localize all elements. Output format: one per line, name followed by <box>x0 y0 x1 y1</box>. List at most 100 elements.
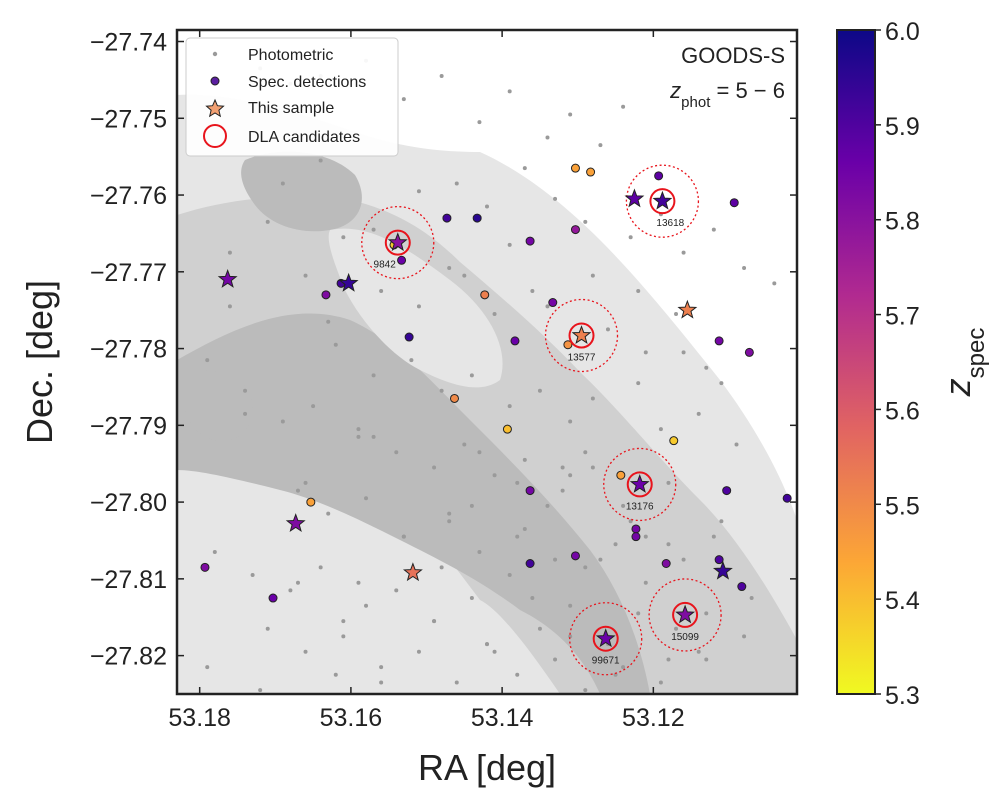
photometric-point <box>379 680 384 685</box>
photometric-point <box>742 634 747 639</box>
sample-star <box>652 190 673 210</box>
photometric-point <box>447 519 452 524</box>
photometric-point <box>636 288 641 293</box>
photometric-point <box>454 181 459 186</box>
field-label: GOODS-S <box>681 43 785 68</box>
photometric-point <box>227 250 232 255</box>
photometric-point <box>265 219 270 224</box>
sample-star <box>624 188 645 208</box>
photometric-point <box>265 626 270 631</box>
photometric-point <box>734 442 739 447</box>
contour-level-3b <box>241 151 362 232</box>
photometric-point <box>243 411 248 416</box>
spec-detection-point <box>714 336 724 346</box>
photometric-point <box>530 288 535 293</box>
photometric-point <box>212 549 217 554</box>
photometric-point <box>333 672 338 677</box>
dla-label: 13176 <box>626 501 654 512</box>
photometric-point <box>356 434 361 439</box>
photometric-point <box>522 526 527 531</box>
colorbar-title-subscript: spec <box>963 328 990 379</box>
photometric-point <box>553 557 558 562</box>
sample-star <box>677 299 698 319</box>
photometric-point <box>598 557 603 562</box>
dla-outer-rings <box>361 164 722 676</box>
spec-detection-point <box>397 255 407 265</box>
photometric-point <box>711 534 716 539</box>
photometric-point <box>772 281 777 286</box>
photometric-point <box>439 74 444 79</box>
photometric-point <box>333 342 338 347</box>
photometric-point <box>568 112 573 117</box>
photometric-point <box>432 619 437 624</box>
spec-detection-point <box>631 524 641 534</box>
colorbar-tick-label: 5.8 <box>885 208 920 236</box>
photometric-point <box>553 196 558 201</box>
colorbar-tick-label: 5.3 <box>885 682 920 710</box>
photometric-point <box>704 365 709 370</box>
photometric-point <box>522 457 527 462</box>
sample-star <box>571 325 592 344</box>
spec-detection-point <box>616 470 626 480</box>
dla-inner-ring <box>592 625 619 652</box>
y-tick-label: −27.76 <box>90 182 167 210</box>
photometric-point <box>409 358 414 363</box>
x-tick-label: 53.14 <box>471 704 534 732</box>
spec-detection-point <box>570 551 580 561</box>
photometric-point <box>643 350 648 355</box>
photometric-point <box>704 611 709 616</box>
plot-frame <box>175 28 799 696</box>
photometric-point <box>295 488 300 493</box>
x-axis-title: RA [deg] <box>418 747 556 788</box>
photometric-point <box>401 97 406 102</box>
colorbar-tick-label: 5.9 <box>885 113 920 141</box>
sample-star <box>712 560 733 580</box>
spec-detection-point <box>472 213 482 223</box>
photometric-point <box>205 665 210 670</box>
photometric-point <box>341 235 346 240</box>
dla-label: 13618 <box>656 218 684 229</box>
photometric-point <box>280 419 285 424</box>
spec-detection-point <box>729 198 739 208</box>
photometric-point <box>447 265 452 270</box>
photometric-point <box>590 465 595 470</box>
photometric-point <box>364 496 369 501</box>
colorbar-tick-label: 5.6 <box>885 397 920 425</box>
spec-detection-point <box>669 436 679 446</box>
dla-labels: 9842 13618 13577 13176 15099 99671 <box>374 218 700 667</box>
photometric-point <box>545 135 550 140</box>
sample-star <box>217 269 238 288</box>
photometric-point <box>742 265 747 270</box>
photometric-point <box>507 89 512 94</box>
z-symbol: z <box>669 78 681 103</box>
photometric-point <box>545 304 550 309</box>
photometric-point <box>553 657 558 662</box>
photometric-point <box>295 580 300 585</box>
photometric-point <box>643 534 648 539</box>
spec-detection-point <box>570 225 580 235</box>
dla-outer-ring <box>569 602 643 676</box>
contour-level-3c <box>185 370 253 441</box>
photometric-point <box>530 596 535 601</box>
photometric-point <box>477 120 482 125</box>
photometric-point <box>704 657 709 662</box>
photometric-point <box>621 104 626 109</box>
photometric-point <box>507 573 512 578</box>
photometric-point <box>711 227 716 232</box>
spec-detection-point <box>654 171 664 181</box>
photometric-point <box>643 580 648 585</box>
photometric-point <box>568 419 573 424</box>
photometric-point <box>439 565 444 570</box>
sample-star <box>338 272 359 292</box>
photometric-point <box>416 189 421 194</box>
photometric-point <box>379 288 384 293</box>
photometric-point <box>416 304 421 309</box>
spec-detection-point <box>442 213 452 223</box>
legend-label-dla: DLA candidates <box>248 129 360 146</box>
photometric-point <box>628 519 633 524</box>
sample-star <box>285 513 306 533</box>
photometric-point <box>485 642 489 647</box>
z-range-text: = 5 − 6 <box>710 78 785 103</box>
y-tick-label: −27.75 <box>90 105 167 133</box>
photometric-point <box>379 665 384 670</box>
